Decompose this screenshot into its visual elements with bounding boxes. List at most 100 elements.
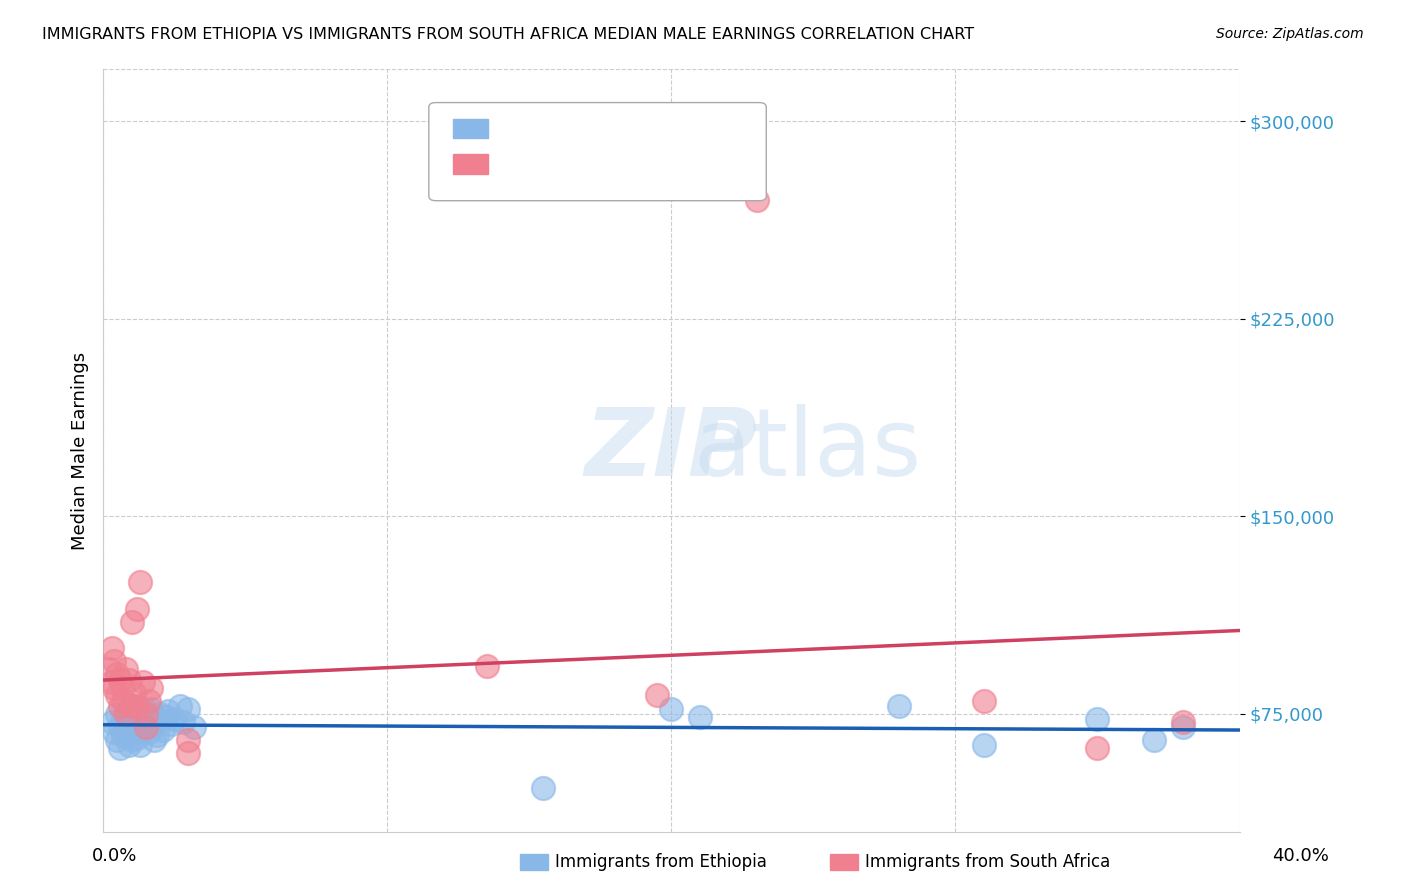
Immigrants from Ethiopia (115, 709, 138, 723)
Immigrants from Ethiopia (132, 723, 155, 737)
Immigrants from Ethiopia (135, 714, 157, 729)
Y-axis label: Median Male Earnings: Median Male Earnings (72, 351, 89, 549)
Immigrants from Ethiopia (163, 712, 186, 726)
Immigrants from Ethiopia (143, 717, 166, 731)
Immigrants from Ethiopia (169, 698, 191, 713)
Immigrants from Ethiopia (141, 701, 163, 715)
Immigrants from Ethiopia (172, 714, 194, 729)
Text: Immigrants from Ethiopia: Immigrants from Ethiopia (555, 853, 768, 871)
Immigrants from South Africa (1087, 741, 1109, 756)
Immigrants from South Africa (103, 681, 125, 695)
Immigrants from South Africa (177, 747, 200, 761)
Immigrants from South Africa (97, 662, 120, 676)
Immigrants from Ethiopia (143, 733, 166, 747)
Immigrants from South Africa (973, 694, 995, 708)
Immigrants from Ethiopia (105, 706, 128, 721)
Immigrants from South Africa (127, 601, 149, 615)
Immigrants from Ethiopia (121, 717, 143, 731)
Immigrants from Ethiopia (118, 739, 141, 753)
Immigrants from South Africa (1171, 714, 1194, 729)
Immigrants from Ethiopia (100, 714, 122, 729)
Immigrants from South Africa (115, 706, 138, 721)
Immigrants from Ethiopia (177, 701, 200, 715)
Immigrants from South Africa (103, 654, 125, 668)
Text: R =: R = (496, 118, 536, 136)
Text: 33: 33 (630, 153, 655, 171)
Immigrants from Ethiopia (138, 709, 160, 723)
Immigrants from South Africa (177, 733, 200, 747)
Immigrants from South Africa (121, 615, 143, 629)
Immigrants from Ethiopia (124, 725, 146, 739)
Immigrants from South Africa (100, 675, 122, 690)
Text: -0.105: -0.105 (524, 118, 589, 136)
Text: 40.0%: 40.0% (1272, 847, 1329, 865)
Immigrants from South Africa (115, 662, 138, 676)
Immigrants from South Africa (129, 575, 152, 590)
Immigrants from Ethiopia (146, 728, 169, 742)
Immigrants from South Africa (111, 681, 134, 695)
Immigrants from Ethiopia (1087, 712, 1109, 726)
Immigrants from South Africa (645, 689, 668, 703)
Immigrants from Ethiopia (129, 706, 152, 721)
Immigrants from Ethiopia (1171, 720, 1194, 734)
Immigrants from South Africa (135, 720, 157, 734)
Immigrants from Ethiopia (160, 717, 183, 731)
Immigrants from Ethiopia (111, 728, 134, 742)
Immigrants from Ethiopia (973, 739, 995, 753)
Immigrants from South Africa (105, 689, 128, 703)
Text: atlas: atlas (693, 404, 922, 497)
Text: IMMIGRANTS FROM ETHIOPIA VS IMMIGRANTS FROM SOUTH AFRICA MEDIAN MALE EARNINGS CO: IMMIGRANTS FROM ETHIOPIA VS IMMIGRANTS F… (42, 27, 974, 42)
Text: R =: R = (496, 153, 536, 171)
Immigrants from Ethiopia (152, 723, 174, 737)
Immigrants from Ethiopia (146, 712, 169, 726)
Text: N =: N = (585, 118, 637, 136)
Text: ZIP: ZIP (585, 404, 758, 497)
Immigrants from Ethiopia (127, 714, 149, 729)
Immigrants from South Africa (111, 694, 134, 708)
Immigrants from South Africa (475, 659, 498, 673)
Immigrants from Ethiopia (115, 723, 138, 737)
Text: Immigrants from South Africa: Immigrants from South Africa (865, 853, 1109, 871)
Immigrants from South Africa (135, 706, 157, 721)
Immigrants from Ethiopia (127, 731, 149, 745)
Immigrants from Ethiopia (118, 704, 141, 718)
Immigrants from South Africa (100, 640, 122, 655)
Immigrants from Ethiopia (105, 733, 128, 747)
Immigrants from South Africa (105, 667, 128, 681)
Immigrants from Ethiopia (1143, 733, 1166, 747)
Immigrants from South Africa (127, 698, 149, 713)
Immigrants from South Africa (141, 681, 163, 695)
Immigrants from South Africa (132, 675, 155, 690)
Immigrants from Ethiopia (183, 720, 205, 734)
Immigrants from Ethiopia (155, 709, 177, 723)
Immigrants from Ethiopia (149, 706, 172, 721)
Immigrants from Ethiopia (659, 701, 682, 715)
Text: 0.0%: 0.0% (91, 847, 136, 865)
Immigrants from Ethiopia (108, 720, 131, 734)
Immigrants from South Africa (124, 686, 146, 700)
Immigrants from Ethiopia (689, 709, 711, 723)
Immigrants from Ethiopia (533, 780, 555, 795)
Immigrants from Ethiopia (121, 733, 143, 747)
Text: N =: N = (585, 153, 637, 171)
Immigrants from Ethiopia (887, 698, 910, 713)
Immigrants from South Africa (138, 694, 160, 708)
Immigrants from South Africa (121, 698, 143, 713)
Immigrants from Ethiopia (135, 704, 157, 718)
Text: Source: ZipAtlas.com: Source: ZipAtlas.com (1216, 27, 1364, 41)
Immigrants from Ethiopia (141, 720, 163, 734)
Immigrants from South Africa (118, 673, 141, 687)
Immigrants from Ethiopia (132, 712, 155, 726)
Immigrants from Ethiopia (157, 704, 180, 718)
Immigrants from South Africa (108, 673, 131, 687)
Immigrants from Ethiopia (138, 725, 160, 739)
Immigrants from South Africa (745, 193, 768, 207)
Immigrants from Ethiopia (111, 712, 134, 726)
Immigrants from Ethiopia (129, 739, 152, 753)
Immigrants from Ethiopia (103, 725, 125, 739)
Text: 0.066: 0.066 (524, 153, 581, 171)
Immigrants from Ethiopia (124, 698, 146, 713)
Immigrants from South Africa (108, 698, 131, 713)
Immigrants from Ethiopia (108, 741, 131, 756)
Text: 50: 50 (630, 118, 655, 136)
